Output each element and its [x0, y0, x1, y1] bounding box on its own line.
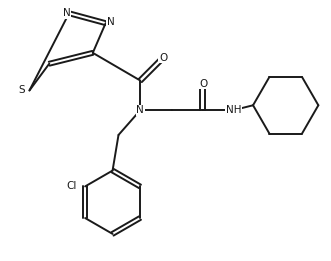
- Text: N: N: [107, 17, 115, 27]
- Text: NH: NH: [225, 105, 241, 115]
- Text: O: O: [159, 53, 167, 63]
- Text: O: O: [200, 79, 208, 88]
- Text: Cl: Cl: [66, 181, 76, 191]
- Text: S: S: [18, 85, 25, 96]
- Text: N: N: [136, 105, 144, 115]
- Text: N: N: [63, 8, 71, 18]
